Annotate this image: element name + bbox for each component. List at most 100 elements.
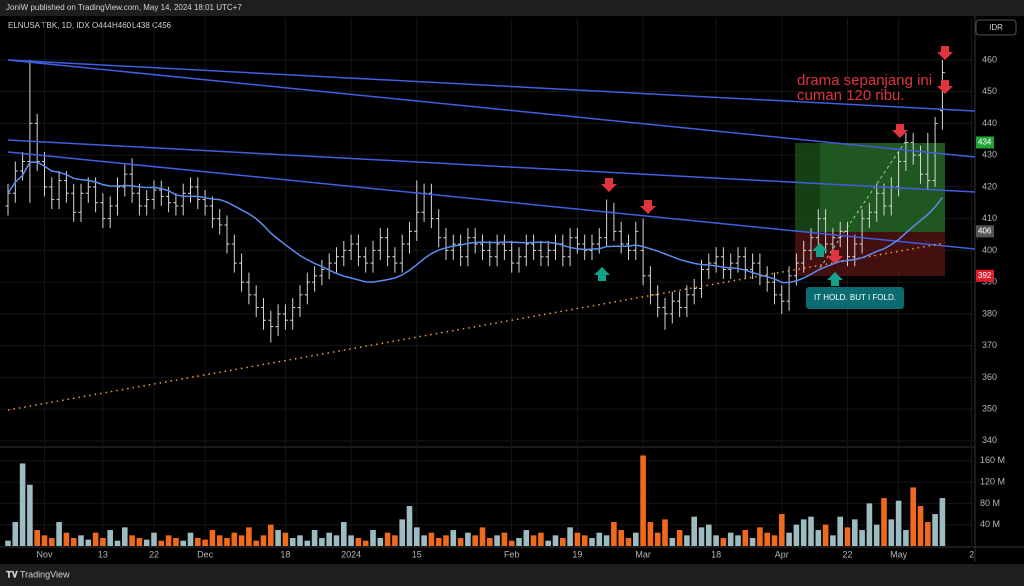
ohlc-bar <box>699 259 704 299</box>
y-tick-label: 350 <box>982 404 997 414</box>
volume-bar <box>268 524 274 546</box>
ohlc-bar <box>516 247 522 273</box>
ohlc-bar <box>180 183 186 216</box>
volume-bar <box>720 538 727 546</box>
volume-bar <box>472 535 478 546</box>
volume-bar <box>625 538 632 546</box>
volume-bar <box>129 535 135 546</box>
volume-bar <box>523 530 530 546</box>
ohlc-bar <box>100 193 106 229</box>
ohlc-bar <box>42 151 47 197</box>
ohlc-bar <box>63 171 69 203</box>
ohlc-bar <box>815 209 821 248</box>
ohlc-bar <box>290 298 296 330</box>
volume-bar <box>508 540 515 546</box>
volume-bar <box>647 522 654 546</box>
volume-bar <box>5 540 11 546</box>
volume-bar <box>399 519 405 546</box>
ohlc-bar <box>823 209 829 254</box>
ohlc-bar <box>275 304 281 337</box>
ohlc-bar <box>224 215 230 254</box>
volume-bar <box>618 530 624 546</box>
ohlc-bar <box>282 304 288 330</box>
ohlc-bar <box>487 240 493 267</box>
volume-bar <box>560 538 566 546</box>
volume-bar <box>238 535 245 546</box>
price-tag <box>976 269 994 282</box>
volume-bar <box>297 535 303 546</box>
ohlc-bar <box>881 183 887 216</box>
down-arrow <box>892 124 908 138</box>
currency[interactable]: IDR <box>989 23 1003 32</box>
price-tag <box>976 225 994 238</box>
volume-bar <box>844 527 851 546</box>
y-tick-label: 450 <box>982 86 997 96</box>
volume-bar <box>56 522 62 546</box>
volume-bar <box>209 530 216 546</box>
ohlc-bar <box>253 285 259 318</box>
volume-bar <box>735 535 741 546</box>
y-tick-label: 400 <box>982 245 997 255</box>
volume-bar <box>713 535 719 546</box>
volume-bar <box>70 538 77 546</box>
volume-bar <box>633 532 639 546</box>
ohlc-bar <box>450 234 456 260</box>
volume-bar <box>165 535 172 546</box>
ohlc-bar <box>465 228 471 267</box>
ohlc-bar <box>852 234 858 267</box>
ohlc-bar <box>144 190 150 216</box>
volume-bar <box>589 538 595 546</box>
x-tick-label: 22 <box>149 549 159 559</box>
volume-bar <box>691 516 697 546</box>
volume-bar <box>319 538 325 546</box>
volume-bar <box>151 532 157 546</box>
ohlc-bar <box>874 183 880 222</box>
ohlc-bar <box>151 180 157 210</box>
ohlc-bar <box>49 177 55 210</box>
volume-bar <box>859 530 865 546</box>
y-tick-label: 460 <box>982 54 997 64</box>
up-arrow <box>812 243 828 257</box>
volume-bar <box>100 538 106 546</box>
ohlc-bar <box>202 190 208 216</box>
down-arrow <box>601 178 617 192</box>
volume-bar <box>786 532 792 546</box>
ohlc-bar <box>772 272 777 305</box>
volume-bar <box>581 535 588 546</box>
volume-bar <box>180 540 186 546</box>
volume-bar <box>771 535 778 546</box>
volume-bar <box>355 538 362 546</box>
volume-bar <box>406 506 413 546</box>
ohlc-bar <box>363 247 369 273</box>
volume-bar <box>326 532 332 546</box>
ohlc-bar <box>158 180 164 206</box>
volume-bar <box>304 540 311 546</box>
down-arrow <box>937 80 953 94</box>
volume-bar <box>122 527 128 546</box>
volume-bar <box>727 532 734 546</box>
moving-average <box>7 161 943 284</box>
annotation: drama sepanjang ini <box>797 72 932 89</box>
y-tick-label: 420 <box>982 181 997 191</box>
volume-bar <box>698 527 705 546</box>
volume-bar <box>92 532 99 546</box>
volume-tick-label: 120 M <box>980 476 1005 486</box>
ohlc-bar <box>509 240 515 273</box>
ohlc-bar <box>713 247 719 273</box>
ohlc-bar <box>655 285 661 318</box>
ohlc-bar <box>443 228 449 260</box>
volume-bar <box>392 535 398 546</box>
volume-bar <box>41 535 48 546</box>
volume-bar <box>808 516 814 546</box>
volume-bar <box>800 519 807 546</box>
volume-bar <box>487 538 493 546</box>
y-tick-label: 340 <box>982 435 997 445</box>
ohlc-bar <box>385 228 391 267</box>
ohlc-bar <box>71 183 77 222</box>
publisher: JoniW published on TradingView.com, May … <box>6 3 242 12</box>
volume-bar <box>917 506 924 546</box>
volume-bar <box>881 498 887 546</box>
currency-button[interactable] <box>975 19 1017 36</box>
ohlc-bar <box>246 272 252 305</box>
volume-bar <box>311 530 318 546</box>
